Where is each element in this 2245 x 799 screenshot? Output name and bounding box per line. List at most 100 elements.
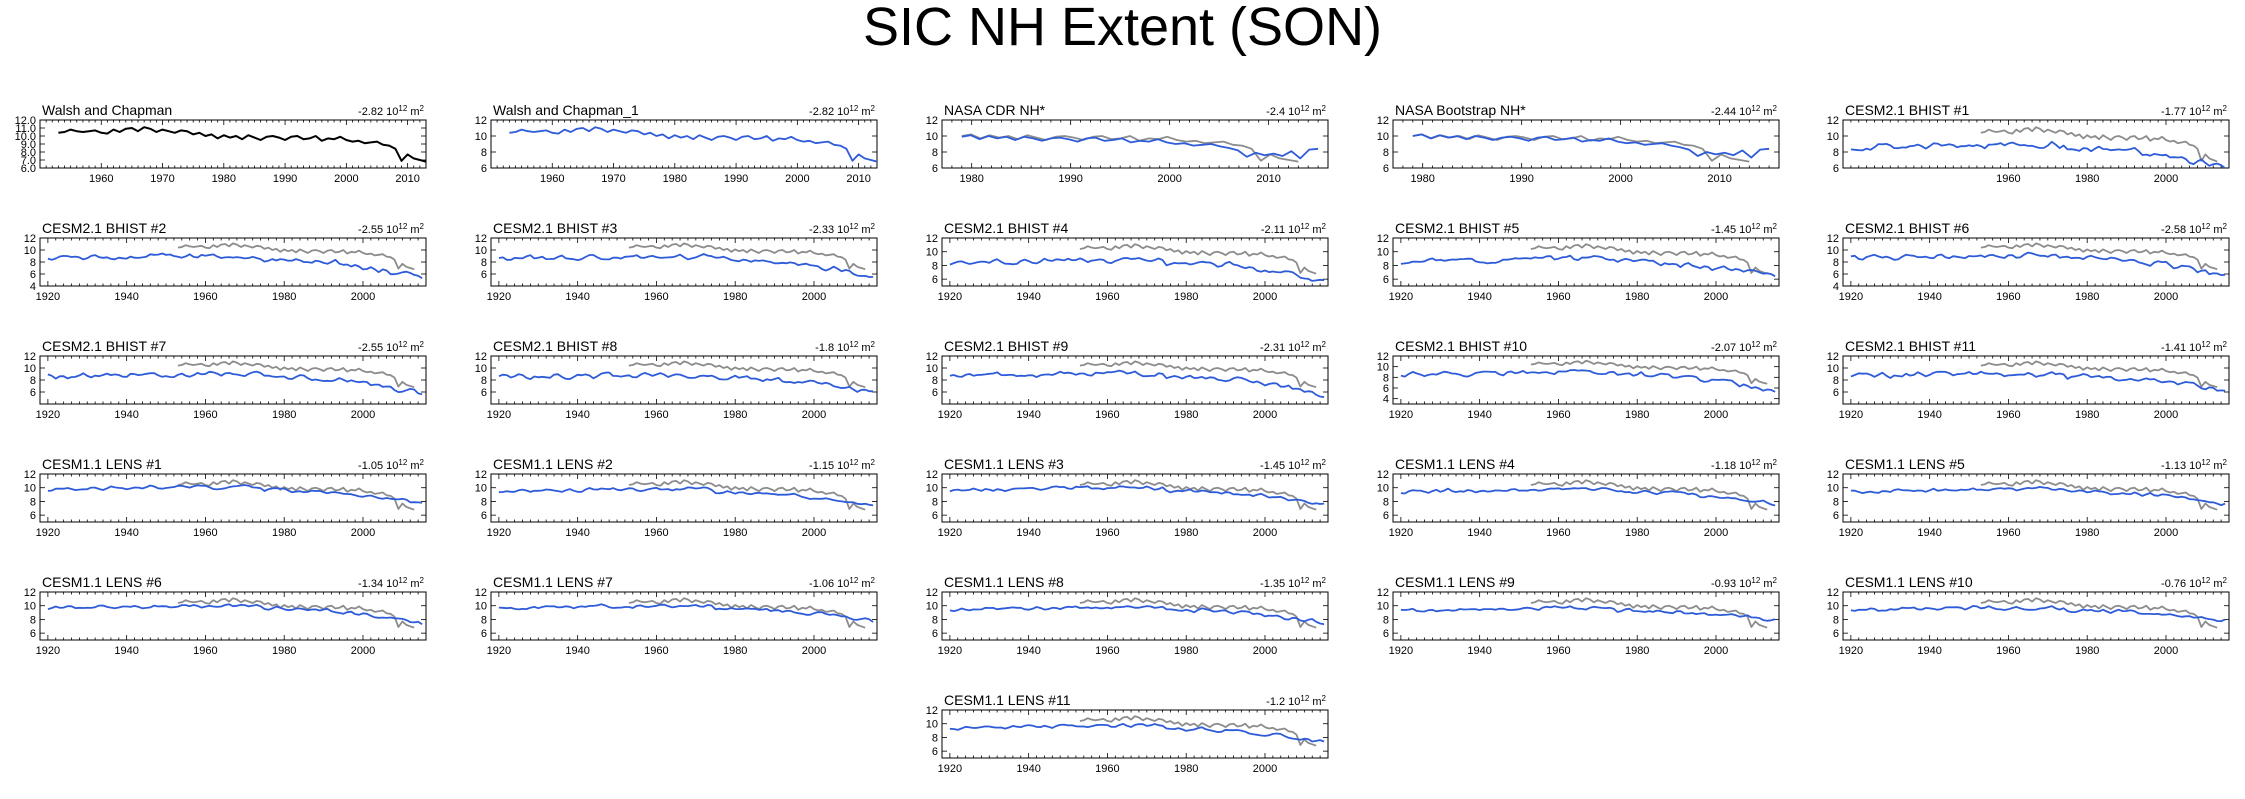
panel-trend: -0.93 1012 m2 <box>1711 576 1778 590</box>
x-tick-label: 1980 <box>723 291 747 303</box>
y-tick-label: 4 <box>1833 281 1839 293</box>
x-tick-label: 1920 <box>487 645 511 657</box>
y-tick-label: 12 <box>1377 469 1389 481</box>
x-tick-label: 1960 <box>193 527 217 539</box>
panel-17: CESM1.1 LENS #2 -1.15 1012 m2 1920 1940 1960… <box>475 456 878 539</box>
x-tick-label: 1960 <box>644 645 668 657</box>
panel-2: Walsh and Chapman_1 -2.82 1012 m2 1960 1970… <box>475 102 878 185</box>
panel-4: NASA Bootstrap NH* -2.44 1012 m2 1980 1990 2… <box>1377 102 1780 185</box>
x-tick-label: 2010 <box>846 173 870 185</box>
y-tick-label: 7.0 <box>21 155 36 167</box>
panel-trend: -1.18 1012 m2 <box>1711 458 1778 472</box>
series-line-walsh-and-chapman <box>628 479 866 511</box>
y-tick-label: 12 <box>926 705 938 717</box>
x-tick-label: 1940 <box>1917 409 1941 421</box>
series-line-walsh-and-chapman <box>177 360 415 389</box>
y-tick-label: 10 <box>1377 483 1389 495</box>
x-tick-label: 1920 <box>36 527 60 539</box>
y-tick-label: 6 <box>481 387 487 399</box>
panel-trend: -1.06 1012 m2 <box>809 576 876 590</box>
y-tick-label: 6 <box>1383 163 1389 175</box>
panel-title: Walsh and Chapman_1 <box>493 102 639 118</box>
y-tick-label: 10 <box>1827 601 1839 613</box>
y-tick-label: 6 <box>30 628 36 640</box>
y-tick-label: 12 <box>1827 469 1839 481</box>
y-tick-label: 12 <box>1377 115 1389 127</box>
x-tick-label: 1920 <box>487 527 511 539</box>
panel-trend: -0.76 1012 m2 <box>2161 576 2228 590</box>
y-tick-label: 12 <box>475 233 487 245</box>
panel-21: CESM1.1 LENS #6 -1.34 1012 m2 1920 1940 1960… <box>24 574 427 657</box>
x-tick-label: 1920 <box>1839 409 1863 421</box>
panel-title: CESM1.1 LENS #3 <box>944 456 1064 472</box>
x-tick-label: 1960 <box>1546 527 1570 539</box>
y-tick-label: 6 <box>1833 387 1839 399</box>
x-tick-label: 1980 <box>723 645 747 657</box>
panel-trend: -2.58 1012 m2 <box>2161 222 2228 236</box>
panel-10: CESM2.1 BHIST #6 -2.58 1012 m2 1920 1940 196… <box>1827 220 2230 303</box>
x-tick-label: 2000 <box>1253 291 1277 303</box>
y-tick-label: 6 <box>1833 269 1839 281</box>
x-tick-label: 1940 <box>1467 291 1491 303</box>
panel-title: CESM1.1 LENS #7 <box>493 574 613 590</box>
series-line-walsh-and-chapman <box>1980 242 2218 271</box>
y-tick-label: 6 <box>1833 163 1839 175</box>
x-tick-label: 1920 <box>1839 291 1863 303</box>
y-tick-label: 12 <box>926 233 938 245</box>
plot-frame <box>941 709 1329 759</box>
panel-trend: -2.82 1012 m2 <box>809 104 876 118</box>
y-tick-label: 6 <box>932 387 938 399</box>
x-tick-label: 1940 <box>1917 645 1941 657</box>
x-tick-label: 1960 <box>1095 645 1119 657</box>
panel-title: CESM2.1 BHIST #8 <box>493 338 617 354</box>
y-tick-label: 6 <box>932 510 938 522</box>
panel-16: CESM1.1 LENS #1 -1.05 1012 m2 1920 1940 1960… <box>24 456 427 539</box>
y-tick-label: 11.0 <box>15 123 36 135</box>
x-tick-label: 1990 <box>1509 173 1533 185</box>
panel-1: Walsh and Chapman -2.82 1012 m2 1960 1970 19… <box>15 102 427 185</box>
x-tick-label: 1960 <box>89 173 113 185</box>
series-line-cesm2-1-bhist-1 <box>1850 140 2226 168</box>
y-tick-label: 10 <box>1827 483 1839 495</box>
plot-frame <box>941 591 1329 641</box>
panel-trend: -2.11 1012 m2 <box>1261 222 1327 236</box>
y-tick-label: 8 <box>932 375 938 387</box>
panel-title: Walsh and Chapman <box>42 102 172 118</box>
series-line-walsh-and-chapman <box>1980 360 2218 389</box>
y-tick-label: 8 <box>1833 147 1839 159</box>
x-tick-label: 1940 <box>565 527 589 539</box>
series-line-walsh-and-chapman <box>177 242 415 271</box>
x-tick-label: 2000 <box>802 291 826 303</box>
x-tick-label: 1940 <box>1016 645 1040 657</box>
y-tick-label: 8 <box>932 732 938 744</box>
y-tick-label: 10 <box>24 483 36 495</box>
plot-frame <box>490 237 878 287</box>
series-line-cesm1-1-lens-2 <box>498 486 874 507</box>
panel-title: CESM1.1 LENS #2 <box>493 456 613 472</box>
panel-title: CESM2.1 BHIST #3 <box>493 220 617 236</box>
panel-trend: -2.82 1012 m2 <box>358 104 425 118</box>
y-tick-label: 10 <box>24 601 36 613</box>
x-tick-label: 1990 <box>273 173 297 185</box>
plot-frame <box>39 237 427 287</box>
plot-frame <box>1392 355 1780 405</box>
y-tick-label: 8 <box>1383 260 1389 272</box>
x-tick-label: 2010 <box>1256 173 1280 185</box>
plot-frame <box>1842 237 2230 287</box>
y-tick-label: 10 <box>24 245 36 257</box>
y-tick-label: 8 <box>1833 496 1839 508</box>
series-line-cesm2-1-bhist-9 <box>949 369 1325 398</box>
y-tick-label: 10 <box>475 601 487 613</box>
panel-trend: -1.8 1012 m2 <box>815 340 875 354</box>
x-tick-label: 1980 <box>272 645 296 657</box>
y-tick-label: 8 <box>932 614 938 626</box>
y-tick-label: 8 <box>1383 372 1389 384</box>
y-tick-label: 4 <box>30 281 36 293</box>
x-tick-label: 2000 <box>351 645 375 657</box>
series-line-cesm2-1-bhist-10 <box>1400 369 1776 393</box>
x-tick-label: 1960 <box>1996 527 2020 539</box>
panel-title: CESM2.1 BHIST #5 <box>1395 220 1519 236</box>
y-tick-label: 8 <box>30 496 36 508</box>
plot-frame <box>39 591 427 641</box>
